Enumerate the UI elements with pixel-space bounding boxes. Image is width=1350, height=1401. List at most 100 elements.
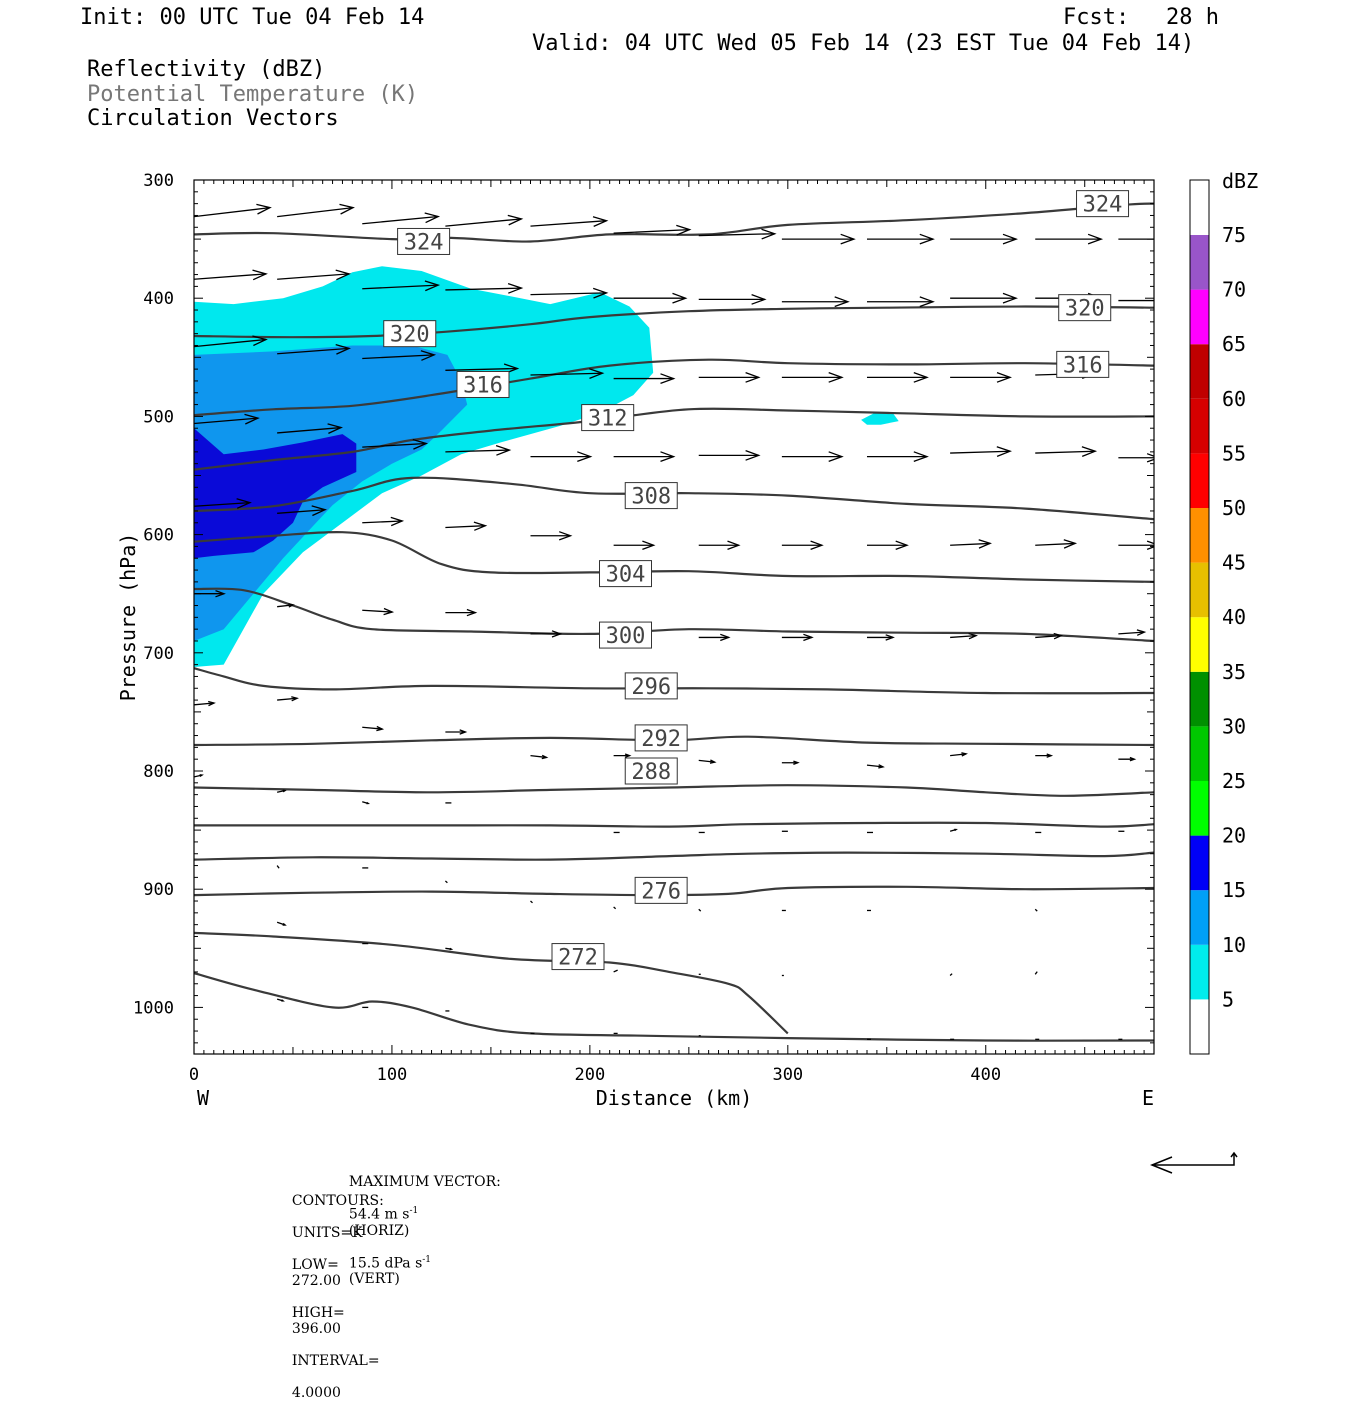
vector-head xyxy=(420,350,437,361)
colorbar-level-label: 40 xyxy=(1222,605,1246,629)
colorbar-segment xyxy=(1190,890,1209,945)
contour-label-text: 292 xyxy=(641,727,681,752)
vector-shaft xyxy=(194,273,267,280)
circulation-vector xyxy=(950,539,992,549)
circulation-vector xyxy=(277,269,351,281)
circulation-vector xyxy=(613,292,688,304)
colorbar-segment-below-5 xyxy=(1190,999,1209,1054)
vector-shaft xyxy=(194,417,259,425)
y-tick-label: 400 xyxy=(143,289,174,309)
colorbar-segment xyxy=(1190,944,1209,1000)
vector-head xyxy=(624,753,632,758)
vector-shaft xyxy=(445,218,522,227)
contour-label: 308 xyxy=(624,482,678,510)
reflectivity-region-5dbz xyxy=(861,411,899,425)
vector-head xyxy=(592,287,609,299)
field-vectors-label: Circulation Vectors xyxy=(87,106,339,131)
vector-head xyxy=(642,540,656,551)
vector-head xyxy=(291,696,299,702)
x-tick-label: 300 xyxy=(772,1065,803,1085)
circulation-vector xyxy=(950,752,968,757)
colorbar-segment xyxy=(1190,617,1209,672)
circulation-vector xyxy=(445,521,488,531)
circulation-vector xyxy=(866,634,895,641)
vector-head xyxy=(551,630,563,638)
circulation-vector xyxy=(950,446,1012,458)
circulation-vector xyxy=(1035,632,1064,640)
vector-head xyxy=(676,224,692,236)
contour-label-box xyxy=(1056,350,1110,378)
circulation-vector xyxy=(194,269,268,281)
cross-section-chart: 3243243203203163163123083043002962922882… xyxy=(116,169,1258,1174)
circulation-vector xyxy=(362,212,441,225)
contour-label: 300 xyxy=(599,621,653,649)
colorbar-level-label: 75 xyxy=(1222,223,1246,247)
circulation-vector xyxy=(1118,629,1147,636)
circulation-vector xyxy=(1118,756,1137,762)
y-tick-label: 800 xyxy=(143,762,174,782)
x-east-label: E xyxy=(1142,1086,1154,1110)
vector-head xyxy=(660,451,676,463)
reflectivity-shading xyxy=(194,266,899,667)
vector-head xyxy=(709,759,717,764)
vector-head xyxy=(968,632,978,640)
circulation-vector xyxy=(530,451,593,463)
circulation-vector xyxy=(277,505,327,517)
circulation-vector xyxy=(530,900,533,904)
vector-shaft xyxy=(445,525,486,529)
vector-shaft xyxy=(698,908,702,912)
vector-head xyxy=(252,269,268,281)
contours-high-value: 396.00 xyxy=(291,1321,341,1337)
contour-label: 304 xyxy=(599,560,653,588)
circulation-vector xyxy=(698,371,761,383)
circulation-vector xyxy=(277,203,355,218)
vector-head xyxy=(376,725,385,732)
colorbar-border xyxy=(1189,179,1210,1055)
vector-head xyxy=(828,371,844,383)
circulation-vector xyxy=(950,371,1012,383)
vector-shaft xyxy=(613,228,690,234)
vector-head xyxy=(751,293,767,305)
footer-contours: CONTOURS: UNITS=K LOW= 272.00 HIGH= 396.… xyxy=(283,1177,384,1401)
contour-label-box xyxy=(624,482,678,510)
circulation-vector xyxy=(698,633,731,642)
x-west-label: W xyxy=(197,1086,210,1110)
contour-label-text: 272 xyxy=(558,946,598,971)
colorbar: 5 10 15 20 25 30 35 40 45 50 55 60 65 70 75 xyxy=(1189,179,1246,1055)
contour-label: 316 xyxy=(1056,350,1110,378)
contour-label-box xyxy=(634,876,688,904)
circulation-vector xyxy=(445,282,524,294)
circulation-vector xyxy=(613,451,676,463)
vector-shaft xyxy=(194,702,215,706)
vector-head xyxy=(996,371,1012,383)
vector-head xyxy=(793,760,800,766)
contours-low-label: LOW= xyxy=(291,1257,339,1273)
y-axis-title: Pressure (hPa) xyxy=(116,533,140,702)
circulation-vector xyxy=(613,224,692,236)
vector-head xyxy=(592,216,609,227)
vector-head xyxy=(1046,753,1054,758)
contours-interval-label: INTERVAL= xyxy=(291,1353,380,1369)
circulation-vector xyxy=(1035,753,1054,758)
reflectivity-region-10dbz xyxy=(194,345,468,641)
circulation-vector xyxy=(277,696,299,702)
contour-label: 324 xyxy=(397,227,451,255)
vector-head xyxy=(588,368,605,380)
vector-shaft xyxy=(445,367,518,371)
circulation-vector xyxy=(1118,299,1154,302)
contours-high-label: HIGH= xyxy=(291,1305,345,1321)
vector-shaft xyxy=(1118,631,1145,635)
theta-contour-284 xyxy=(194,821,1154,828)
vector-head xyxy=(996,446,1012,458)
vector-head xyxy=(828,451,844,463)
contour-label-box xyxy=(634,724,688,752)
circulation-vector xyxy=(530,630,563,638)
colorbar-level-label: 65 xyxy=(1222,332,1246,356)
circulation-vector xyxy=(276,998,285,1002)
vector-head xyxy=(1002,292,1018,304)
vector-head xyxy=(577,451,593,463)
vector-head xyxy=(761,228,777,240)
vector-head xyxy=(390,516,405,527)
contour-label-box xyxy=(456,370,510,398)
x-tick-label: 400 xyxy=(970,1065,1001,1085)
